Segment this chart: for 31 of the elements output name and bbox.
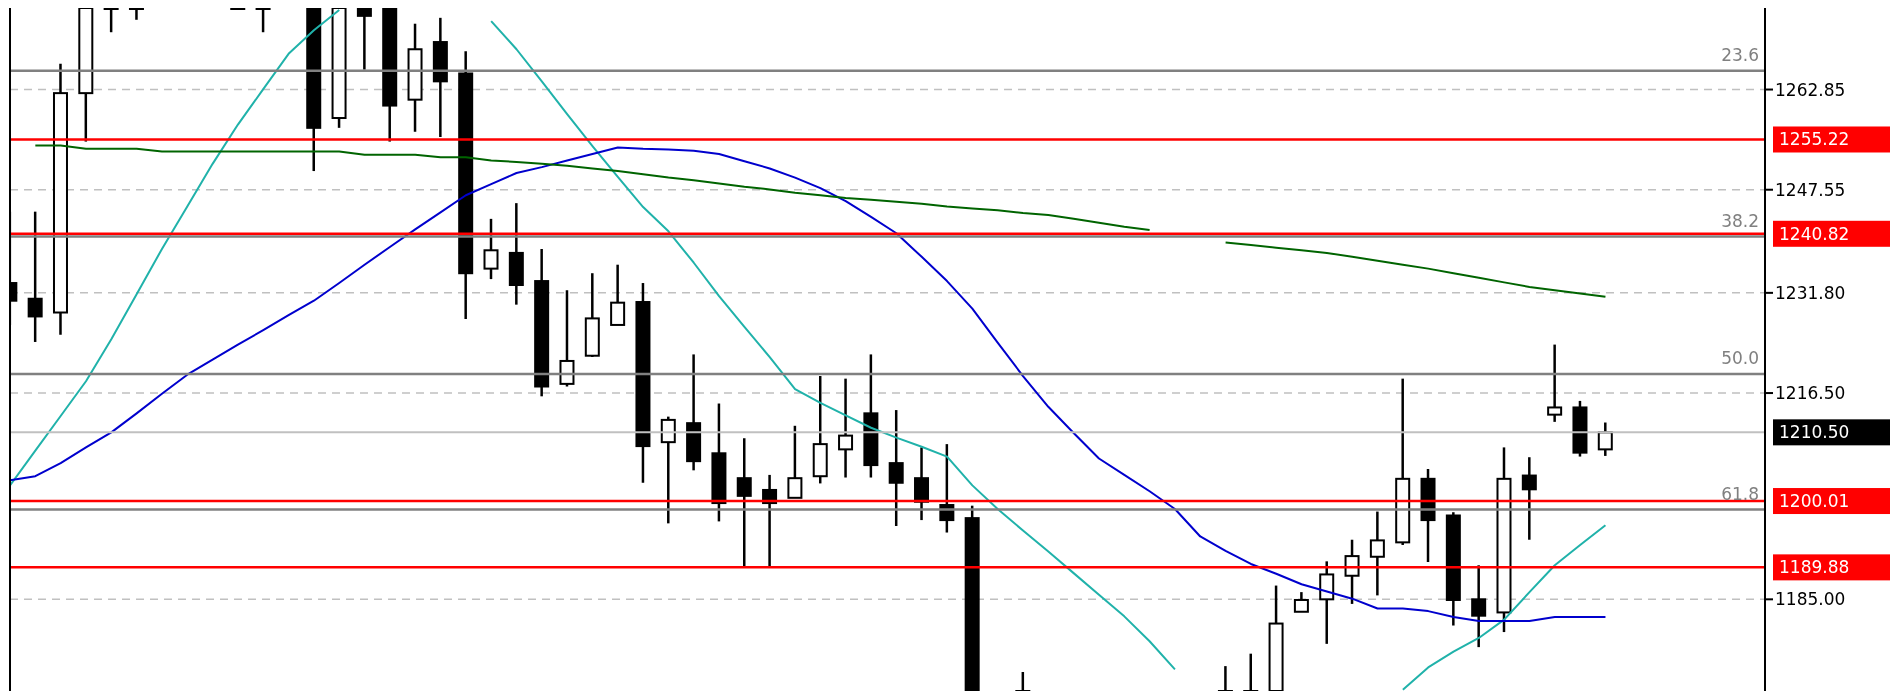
y-tick-label: 1262.85 — [1775, 79, 1846, 100]
y-tick-label: 1231.80 — [1775, 282, 1846, 303]
line-series — [10, 146, 1607, 622]
candlestick — [787, 424, 803, 500]
candlestick — [1597, 421, 1613, 458]
candlestick — [1369, 510, 1385, 597]
candlestick — [483, 217, 499, 281]
annotation: 50.0 — [1721, 348, 1759, 369]
ref-line-label: 1189.88 — [1779, 557, 1850, 578]
annotation: 38.2 — [1721, 210, 1759, 231]
candlestick — [838, 377, 854, 479]
ref-line-label: 1255.22 — [1779, 129, 1850, 150]
ref-line-label: 1210.50 — [1779, 422, 1850, 443]
y-tick-label: 1247.55 — [1775, 179, 1846, 200]
candlestick — [914, 446, 930, 522]
candlestick — [1521, 455, 1537, 541]
annotation: 23.6 — [1721, 44, 1759, 65]
candlestick — [27, 210, 43, 344]
candlestick — [888, 408, 904, 528]
candlestick — [1547, 343, 1563, 424]
y-tick-label: 1216.50 — [1775, 383, 1846, 404]
candlestick — [736, 436, 752, 569]
candlestick — [559, 288, 575, 388]
candlestick — [610, 263, 626, 327]
candlestick — [1471, 564, 1487, 649]
y-tick-label: 1185.00 — [1775, 589, 1846, 610]
annotation: 61.8 — [1721, 483, 1759, 504]
ref-line-label: 1200.01 — [1779, 491, 1850, 512]
candlestick — [356, 8, 372, 71]
ref-line-label: 1240.82 — [1779, 223, 1850, 244]
candlestick — [1293, 590, 1309, 614]
